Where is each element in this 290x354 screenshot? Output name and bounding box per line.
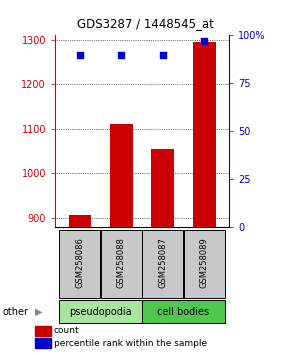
Point [202, 38, 206, 44]
Text: GDS3287 / 1448545_at: GDS3287 / 1448545_at [77, 17, 213, 30]
Bar [59, 230, 100, 298]
Bar [151, 149, 174, 227]
Bar [101, 230, 142, 298]
Bar [142, 300, 225, 323]
Point [119, 52, 124, 57]
Bar [142, 230, 183, 298]
Text: cell bodies: cell bodies [157, 307, 210, 316]
Text: GSM258086: GSM258086 [75, 237, 84, 288]
Bar [59, 300, 142, 323]
Bar [68, 216, 91, 227]
Text: GSM258087: GSM258087 [158, 237, 167, 288]
Point [78, 52, 82, 57]
Text: GSM258088: GSM258088 [117, 237, 126, 288]
Text: count: count [54, 326, 79, 336]
Bar [110, 124, 133, 227]
Text: ▶: ▶ [35, 307, 43, 317]
Text: GSM258089: GSM258089 [200, 237, 209, 288]
Text: pseudopodia: pseudopodia [69, 307, 132, 316]
Bar [193, 42, 216, 227]
Text: other: other [3, 307, 29, 317]
Bar [184, 230, 225, 298]
Point [160, 52, 165, 57]
Text: percentile rank within the sample: percentile rank within the sample [54, 338, 207, 348]
